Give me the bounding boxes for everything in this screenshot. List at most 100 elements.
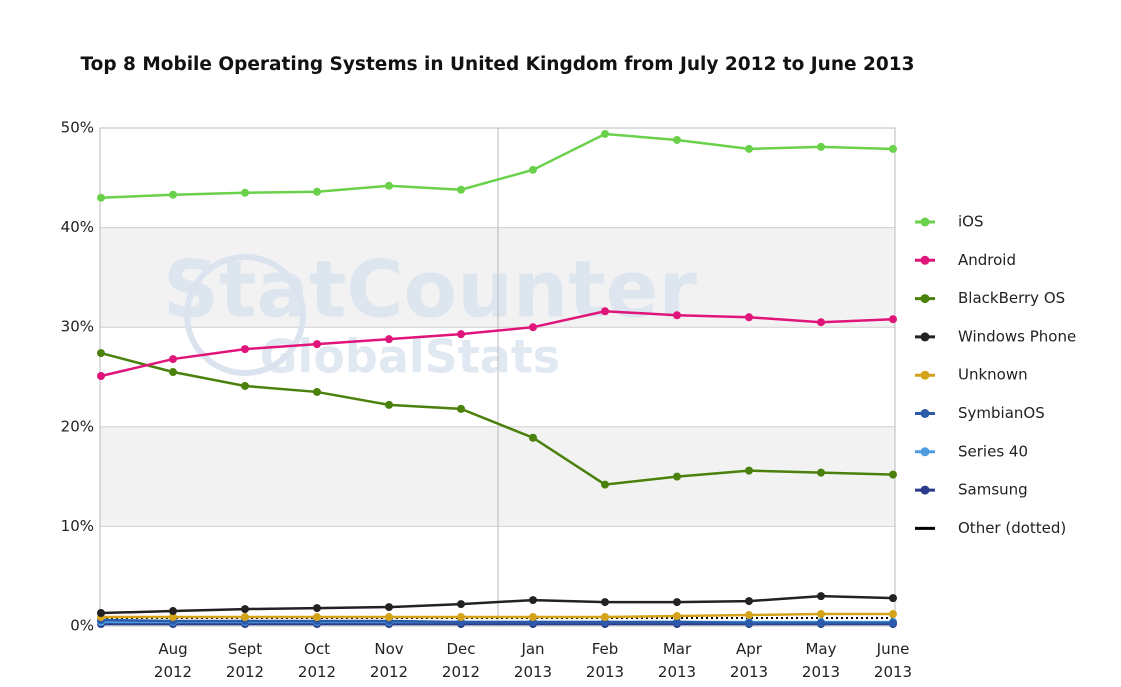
legend-label: iOS [958, 213, 984, 231]
point-marker [817, 592, 825, 601]
point-marker [673, 135, 681, 144]
point-marker [673, 612, 681, 621]
point-marker [817, 318, 825, 327]
x-tick-label: Feb 2013 [585, 640, 625, 681]
x-tick-label: Nov 2012 [369, 640, 409, 681]
series-line [100, 594, 894, 615]
point-marker [673, 598, 681, 607]
point-marker [745, 466, 753, 475]
point-marker [601, 598, 609, 607]
point-marker [601, 613, 609, 622]
point-marker [313, 613, 321, 622]
legend-label: Samsung [958, 481, 1028, 499]
point-marker [313, 387, 321, 396]
point-marker [817, 619, 825, 628]
point-marker [817, 468, 825, 477]
series-line [100, 618, 893, 625]
point-marker [745, 597, 753, 606]
x-tick-label: Sept 2012 [225, 640, 265, 681]
legend-marker [920, 447, 930, 457]
point-marker [385, 613, 393, 622]
legend-label: Series 40 [958, 442, 1028, 460]
series-line [100, 132, 894, 199]
point-marker [889, 144, 897, 153]
point-marker [673, 311, 681, 320]
point-marker [313, 340, 321, 349]
legend-label: Windows Phone [958, 327, 1076, 345]
point-marker [889, 470, 897, 479]
y-tick-label: 20% [61, 417, 94, 435]
point-marker [745, 313, 753, 322]
point-marker [97, 609, 105, 618]
point-marker [817, 142, 825, 151]
y-tick-label: 50% [61, 119, 94, 137]
point-marker [457, 613, 465, 622]
point-marker [385, 400, 393, 409]
point-marker [241, 613, 249, 622]
point-marker [241, 605, 249, 614]
x-tick-label: May 2013 [801, 640, 841, 681]
point-marker [169, 355, 177, 364]
point-marker [601, 480, 609, 489]
point-marker [97, 349, 105, 358]
point-marker [313, 604, 321, 613]
legend-marker [920, 485, 930, 495]
chart-title: Top 8 Mobile Operating Systems in United… [80, 54, 915, 75]
legend-label: Other (dotted) [958, 519, 1066, 537]
point-marker [457, 330, 465, 339]
series-line [101, 612, 893, 619]
point-marker [169, 613, 177, 622]
legend-marker [920, 332, 930, 342]
point-marker [817, 610, 825, 619]
y-tick-label: 40% [61, 218, 94, 236]
x-tick-label: Oct 2012 [297, 640, 337, 681]
point-marker [673, 472, 681, 481]
point-marker [889, 619, 897, 628]
point-marker [457, 600, 465, 609]
point-marker [385, 603, 393, 612]
legend-label: Android [958, 251, 1016, 269]
point-marker [745, 144, 753, 153]
y-tick-label: 0% [70, 617, 94, 635]
point-marker [529, 323, 537, 332]
point-marker [169, 607, 177, 616]
x-tick-label: Jan 2013 [513, 640, 553, 681]
point-marker [529, 613, 537, 622]
legend-marker [920, 409, 930, 418]
point-marker [457, 404, 465, 413]
point-marker [457, 185, 465, 194]
point-marker [241, 188, 249, 197]
x-tick-label: Apr 2013 [729, 640, 769, 681]
point-marker [889, 610, 897, 619]
point-marker [529, 165, 537, 174]
point-marker [169, 368, 177, 377]
point-marker [601, 129, 609, 138]
point-marker [745, 619, 753, 628]
legend-label: SymbianOS [958, 404, 1045, 422]
point-marker [601, 307, 609, 316]
y-tick-label: 30% [61, 318, 94, 336]
x-tick-label: Mar 2013 [657, 640, 697, 681]
legend-marker [920, 217, 930, 227]
point-marker [385, 181, 393, 190]
point-marker [889, 594, 897, 603]
point-marker [241, 345, 249, 354]
watermark: StatCounter [163, 245, 697, 335]
y-tick-label: 10% [61, 517, 94, 535]
legend-marker [920, 370, 930, 380]
x-tick-label: June 2013 [873, 640, 913, 681]
point-marker [313, 187, 321, 196]
legend-label: Unknown [958, 366, 1028, 384]
x-tick-label: Aug 2012 [153, 640, 193, 681]
point-marker [385, 335, 393, 344]
legend-marker [920, 294, 930, 304]
legend-marker [920, 255, 930, 265]
point-marker [169, 190, 177, 199]
series-line [100, 351, 894, 486]
watermark-globe [184, 254, 306, 376]
point-marker [529, 596, 537, 605]
point-marker [97, 193, 105, 202]
x-tick-label: Dec 2012 [441, 640, 481, 681]
